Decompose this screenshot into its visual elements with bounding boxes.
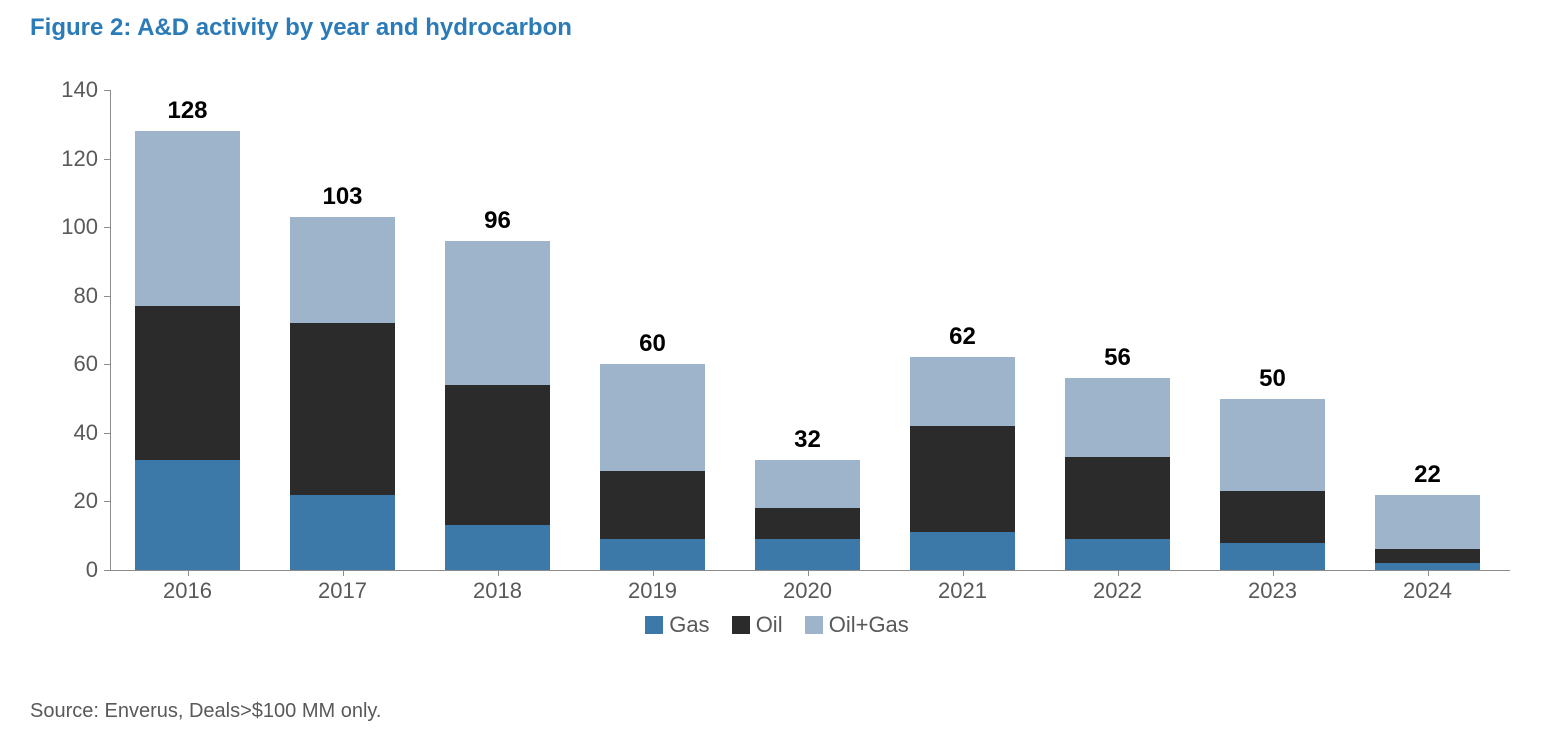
y-tick-label: 100 bbox=[38, 214, 98, 240]
x-tick-mark bbox=[188, 570, 189, 576]
chart-legend: Gas Oil Oil+Gas bbox=[0, 612, 1554, 640]
x-tick-mark bbox=[343, 570, 344, 576]
bar-total-label: 103 bbox=[283, 183, 403, 211]
bar-segment-oil bbox=[755, 508, 860, 539]
x-tick-label: 2024 bbox=[1378, 578, 1478, 604]
figure-container: Figure 2: A&D activity by year and hydro… bbox=[0, 0, 1554, 744]
y-tick-mark bbox=[104, 90, 110, 91]
x-tick-label: 2018 bbox=[448, 578, 548, 604]
y-tick-label: 120 bbox=[38, 146, 98, 172]
bar-segment-oilgas bbox=[600, 364, 705, 470]
legend-label-oil: Oil bbox=[756, 612, 783, 638]
legend-swatch-oilgas bbox=[805, 616, 823, 634]
bar-total-label: 96 bbox=[438, 207, 558, 235]
x-tick-mark bbox=[1273, 570, 1274, 576]
y-tick-label: 140 bbox=[38, 77, 98, 103]
y-tick-mark bbox=[104, 227, 110, 228]
bar-segment-oil bbox=[135, 306, 240, 460]
bar-segment-oilgas bbox=[445, 241, 550, 385]
bar-segment-oil bbox=[445, 385, 550, 526]
y-tick-mark bbox=[104, 501, 110, 502]
legend-item-oil: Oil bbox=[732, 612, 783, 638]
figure-title: Figure 2: A&D activity by year and hydro… bbox=[30, 14, 572, 42]
y-tick-label: 40 bbox=[38, 420, 98, 446]
bar-group bbox=[1375, 495, 1480, 570]
bar-segment-gas bbox=[1220, 543, 1325, 570]
y-tick-label: 0 bbox=[38, 557, 98, 583]
bar-segment-oilgas bbox=[290, 217, 395, 323]
y-tick-mark bbox=[104, 159, 110, 160]
bar-segment-oilgas bbox=[1065, 378, 1170, 457]
bar-total-label: 62 bbox=[903, 323, 1023, 351]
x-tick-mark bbox=[963, 570, 964, 576]
x-tick-mark bbox=[1428, 570, 1429, 576]
y-tick-mark bbox=[104, 433, 110, 434]
x-tick-mark bbox=[498, 570, 499, 576]
chart-plot-area: 0204060801001201401282016103201796201860… bbox=[110, 90, 1510, 570]
bar-segment-oil bbox=[1220, 491, 1325, 542]
bar-segment-oil bbox=[290, 323, 395, 494]
y-axis-line bbox=[110, 90, 111, 570]
bar-group bbox=[600, 364, 705, 570]
legend-swatch-oil bbox=[732, 616, 750, 634]
y-tick-mark bbox=[104, 296, 110, 297]
bar-segment-oilgas bbox=[1220, 399, 1325, 492]
figure-source: Source: Enverus, Deals>$100 MM only. bbox=[30, 700, 381, 723]
x-tick-label: 2016 bbox=[138, 578, 238, 604]
x-tick-label: 2022 bbox=[1068, 578, 1168, 604]
bar-group bbox=[1065, 378, 1170, 570]
x-tick-mark bbox=[1118, 570, 1119, 576]
bar-segment-oilgas bbox=[755, 460, 860, 508]
legend-item-gas: Gas bbox=[645, 612, 709, 638]
y-tick-label: 60 bbox=[38, 351, 98, 377]
y-tick-mark bbox=[104, 364, 110, 365]
x-tick-label: 2017 bbox=[293, 578, 393, 604]
x-tick-mark bbox=[653, 570, 654, 576]
bar-total-label: 32 bbox=[748, 426, 868, 454]
bar-total-label: 22 bbox=[1368, 461, 1488, 489]
bar-group bbox=[910, 357, 1015, 570]
bar-segment-gas bbox=[135, 460, 240, 570]
legend-label-gas: Gas bbox=[669, 612, 709, 638]
bar-group bbox=[445, 241, 550, 570]
bar-segment-oilgas bbox=[135, 131, 240, 306]
bar-segment-gas bbox=[290, 495, 395, 570]
legend-item-oilgas: Oil+Gas bbox=[805, 612, 909, 638]
bar-segment-gas bbox=[1375, 563, 1480, 570]
bar-group bbox=[1220, 399, 1325, 570]
x-tick-label: 2020 bbox=[758, 578, 858, 604]
bar-segment-oil bbox=[910, 426, 1015, 532]
bar-segment-oil bbox=[600, 471, 705, 540]
bar-segment-oilgas bbox=[1375, 495, 1480, 550]
x-axis-line bbox=[110, 570, 1510, 571]
legend-swatch-gas bbox=[645, 616, 663, 634]
bar-segment-gas bbox=[1065, 539, 1170, 570]
x-tick-label: 2021 bbox=[913, 578, 1013, 604]
y-tick-mark bbox=[104, 570, 110, 571]
bar-segment-oilgas bbox=[910, 357, 1015, 426]
bar-group bbox=[135, 131, 240, 570]
bar-total-label: 60 bbox=[593, 330, 713, 358]
bar-total-label: 128 bbox=[128, 97, 248, 125]
x-tick-label: 2019 bbox=[603, 578, 703, 604]
y-tick-label: 80 bbox=[38, 283, 98, 309]
bar-segment-oil bbox=[1375, 549, 1480, 563]
bar-segment-gas bbox=[755, 539, 860, 570]
x-tick-label: 2023 bbox=[1223, 578, 1323, 604]
bar-group bbox=[290, 217, 395, 570]
bar-segment-oil bbox=[1065, 457, 1170, 539]
x-tick-mark bbox=[808, 570, 809, 576]
bar-group bbox=[755, 460, 860, 570]
bar-segment-gas bbox=[910, 532, 1015, 570]
legend-label-oilgas: Oil+Gas bbox=[829, 612, 909, 638]
y-tick-label: 20 bbox=[38, 488, 98, 514]
bar-segment-gas bbox=[445, 525, 550, 570]
bar-total-label: 56 bbox=[1058, 344, 1178, 372]
bar-total-label: 50 bbox=[1213, 365, 1333, 393]
bar-segment-gas bbox=[600, 539, 705, 570]
